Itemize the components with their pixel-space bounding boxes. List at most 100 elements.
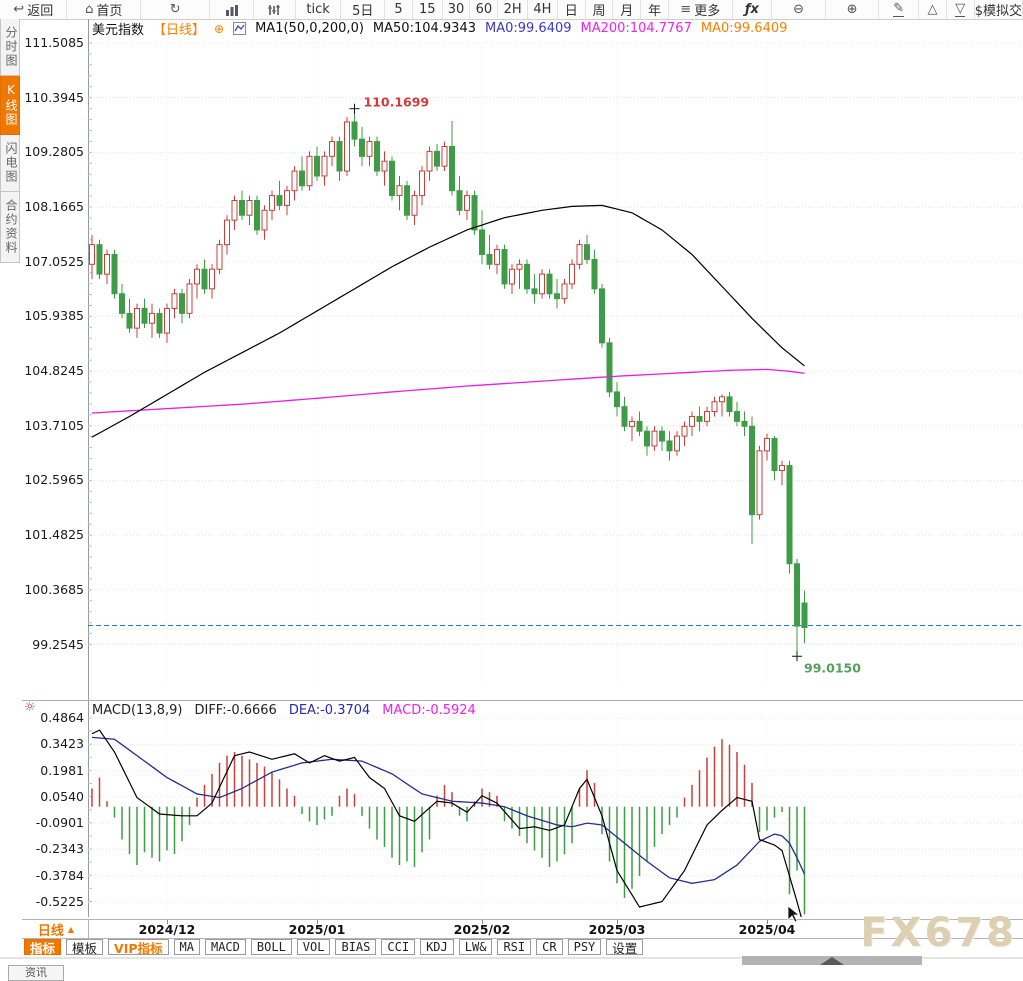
zoom-out-button[interactable]: ⊖ [772, 0, 826, 19]
tab-kdj[interactable]: KDJ [420, 939, 454, 955]
interval-tick-button[interactable]: tick [296, 0, 342, 19]
draw-icon: ✎ [893, 1, 905, 17]
tab-ma[interactable]: MA [173, 939, 200, 955]
tab-template[interactable]: 模板 [66, 939, 104, 956]
interval-year-button[interactable]: 年 [641, 0, 669, 19]
macd-axis-label: -0.5225 [35, 894, 84, 909]
fx-icon: ƒx [744, 2, 759, 17]
more-button[interactable]: ≡ 更多 [669, 0, 733, 19]
refresh-button[interactable]: ↻ [141, 0, 211, 19]
line-chart-icon [233, 22, 247, 35]
month-label: 2025/04 [738, 922, 796, 937]
ma0-value-blue: MA0:99.6409 [484, 21, 572, 36]
interval-5min-button-label: 5 [394, 2, 403, 17]
interval-month-button[interactable]: 月 [613, 0, 642, 19]
tab-bias[interactable]: BIAS [335, 939, 377, 955]
home-button-label: 首页 [96, 4, 123, 19]
indicator-tabs-row: 指标 模板 VIP指标 MA MACD BOLL VOL BIAS CCI KDJ LW& RSI CR… [24, 939, 648, 957]
price-axis-label: 99.2545 [32, 636, 84, 652]
interval-30min-button-label: 30 [447, 2, 465, 17]
interval-week-button-label: 周 [592, 4, 606, 19]
draw-button[interactable]: ✎ [879, 0, 920, 19]
horizontal-scrollbar [0, 956, 1023, 968]
sidebar-tab-minute-chart[interactable]: 分时图 [0, 19, 20, 76]
interval-2h-button[interactable]: 2H [498, 0, 529, 19]
interval-day-button-label: 日 [564, 4, 578, 19]
price-axis-label: 108.1665 [24, 199, 84, 215]
macd-params-label: MACD(13,8,9) [92, 703, 183, 718]
tab-indicator[interactable]: 指标 [24, 939, 62, 956]
indicator-fx-button[interactable]: ƒx [733, 0, 773, 19]
interval-15min-button[interactable]: 15 [413, 0, 443, 19]
plot-left-border [88, 19, 89, 917]
price-axis-label: 107.0525 [24, 253, 84, 269]
macd-chart[interactable] [88, 712, 1023, 917]
indicator-settings-icon[interactable]: ☼ [24, 700, 36, 715]
tab-psy[interactable]: PSY [567, 939, 602, 955]
tab-vol[interactable]: VOL [296, 939, 331, 955]
candle-chart-type-button[interactable] [254, 0, 296, 19]
macd-axis-label: -0.2343 [35, 841, 84, 857]
price-chart[interactable]: 110.1699 99.0150 [88, 36, 1023, 696]
tab-vip-indicator[interactable]: VIP指标 [108, 939, 169, 956]
interval-5day-button[interactable]: 5日 [341, 0, 386, 19]
bar-chart-icon [225, 4, 239, 16]
price-axis-label: 100.3685 [24, 581, 84, 597]
zoom-in-button[interactable]: ⊕ [826, 0, 880, 19]
period-selector-button[interactable]: 日线 ▲ [24, 920, 89, 939]
interval-60min-button[interactable]: 60 [470, 0, 499, 19]
zoom-in-icon: ⊕ [846, 2, 858, 17]
interval-year-button-label: 年 [648, 4, 662, 19]
menu-icon: ≡ [680, 2, 692, 17]
month-label: 2025/02 [453, 922, 511, 937]
flag-up-button[interactable]: △ [919, 0, 947, 19]
interval-30min-button[interactable]: 30 [443, 0, 471, 19]
interval-15min-button-label: 15 [418, 2, 436, 17]
tab-macd[interactable]: MACD [204, 939, 246, 955]
tab-cci[interactable]: CCI [381, 939, 416, 955]
interval-week-button[interactable]: 周 [586, 0, 614, 19]
price-axis-label: 109.2805 [24, 144, 84, 160]
back-arrow-icon: ↩ [13, 2, 25, 17]
home-button[interactable]: ⌂ 首页 [67, 0, 141, 19]
tab-settings[interactable]: 设置 [606, 939, 644, 956]
sim-trade-button-label: $模拟交 [974, 4, 1022, 19]
symbol-title: 美元指数 [92, 23, 145, 38]
month-tick [167, 920, 168, 924]
interval-4h-button[interactable]: 4H [528, 0, 558, 19]
interval-5day-button-label: 5日 [352, 4, 374, 19]
flag-down-button[interactable]: ▽ [947, 0, 975, 19]
month-tick [482, 920, 483, 924]
pane-divider [22, 700, 1023, 701]
sidebar-tab-contract-info[interactable]: 合约资料 [0, 192, 20, 263]
tab-boll[interactable]: BOLL [250, 939, 292, 955]
expand-arrow-icon[interactable] [820, 957, 844, 965]
price-axis-label: 103.7105 [24, 417, 84, 433]
triangle-up-icon: △ [927, 2, 938, 17]
macd-axis-label: 0.4864 [40, 710, 84, 725]
macd-header: MACD(13,8,9) DIFF:-0.6666 DEA:-0.3704 MA… [92, 703, 476, 718]
candlestick-icon [267, 4, 281, 16]
interval-5min-button[interactable]: 5 [385, 0, 413, 19]
add-indicator-icon[interactable]: ⊕ [214, 21, 225, 36]
sidebar-tab-flash-chart[interactable]: 闪电图 [0, 135, 20, 192]
price-axis-label: 102.5965 [24, 472, 84, 488]
news-tab[interactable]: 资讯 [8, 965, 64, 981]
price-axis-label: 110.3945 [24, 89, 84, 105]
high-price-annotation: 110.1699 [364, 95, 430, 110]
price-axis-label: 101.4825 [24, 527, 84, 543]
interval-2h-button-label: 2H [503, 2, 522, 17]
tab-cr[interactable]: CR [536, 939, 563, 955]
chart-header: 美元指数 【日线】 ⊕ MA1(50,0,200,0) MA50:104.934… [92, 21, 787, 38]
macd-axis-label: 0.0540 [40, 788, 84, 804]
tab-rsi[interactable]: RSI [497, 939, 532, 955]
bar-chart-type-button[interactable] [210, 0, 255, 19]
month-tick [317, 920, 318, 924]
triangle-up-icon: ▲ [67, 924, 75, 934]
sim-trade-button[interactable]: $模拟交 [975, 0, 1023, 19]
ma-settings-label: MA1(50,0,200,0) [255, 21, 364, 36]
back-button[interactable]: ↩ 返回 [0, 0, 68, 19]
tab-lw[interactable]: LW& [458, 939, 493, 955]
interval-day-button[interactable]: 日 [558, 0, 586, 19]
sidebar-tab-kline-chart[interactable]: K线图 [0, 76, 20, 135]
